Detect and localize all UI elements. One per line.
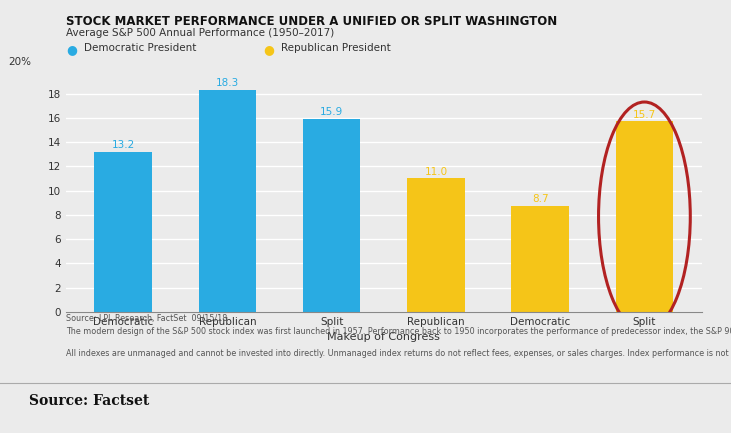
Text: 8.7: 8.7	[532, 194, 548, 204]
Text: Source: LPL Research, FactSet  09/15/18: Source: LPL Research, FactSet 09/15/18	[66, 314, 227, 323]
Bar	[303, 119, 360, 312]
Bar	[407, 178, 465, 312]
Text: The modern design of the S&P 500 stock index was first launched in 1957. Perform: The modern design of the S&P 500 stock i…	[66, 327, 731, 336]
Text: 13.2: 13.2	[112, 140, 135, 150]
Bar	[199, 90, 256, 312]
Text: Republican President: Republican President	[281, 43, 391, 53]
Text: 15.7: 15.7	[633, 110, 656, 120]
X-axis label: Makeup of Congress: Makeup of Congress	[327, 332, 440, 342]
Text: Democratic President: Democratic President	[84, 43, 197, 53]
Bar	[616, 121, 673, 312]
Text: Average S&P 500 Annual Performance (1950–2017): Average S&P 500 Annual Performance (1950…	[66, 28, 334, 38]
Text: ●: ●	[263, 43, 274, 56]
Text: All indexes are unmanaged and cannot be invested into directly. Unmanaged index : All indexes are unmanaged and cannot be …	[66, 349, 731, 358]
Bar	[512, 206, 569, 312]
Text: 20%: 20%	[9, 57, 31, 67]
Text: 15.9: 15.9	[320, 107, 344, 117]
Bar	[94, 152, 152, 312]
Text: ●: ●	[66, 43, 77, 56]
Text: 18.3: 18.3	[216, 78, 239, 88]
Text: Source: Factset: Source: Factset	[29, 394, 150, 408]
Text: 11.0: 11.0	[424, 167, 447, 177]
Text: STOCK MARKET PERFORMANCE UNDER A UNIFIED OR SPLIT WASHINGTON: STOCK MARKET PERFORMANCE UNDER A UNIFIED…	[66, 15, 557, 28]
